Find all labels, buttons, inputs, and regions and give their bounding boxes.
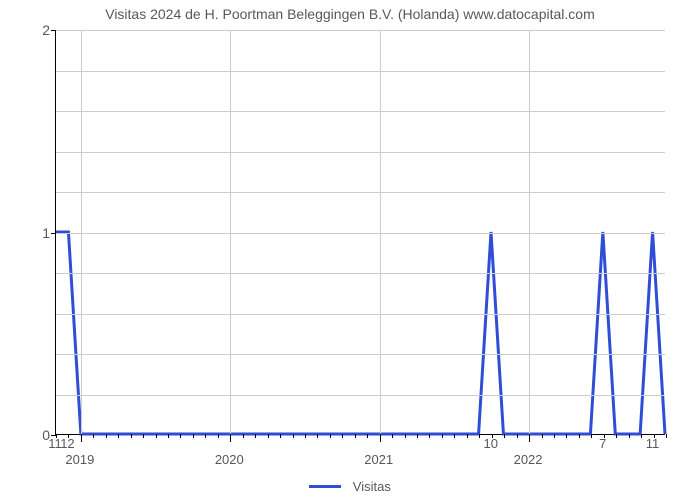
x-tick-minor (542, 434, 543, 438)
x-year-label: 2020 (215, 452, 244, 467)
x-tick-minor (230, 434, 231, 438)
y-axis-label: 0 (10, 427, 50, 443)
x-tick-minor (106, 434, 107, 438)
v-gridline (380, 30, 381, 434)
x-tick-minor (442, 434, 443, 438)
x-tick-minor (118, 434, 119, 438)
x-tick-minor (616, 434, 617, 438)
x-point-label: 11 (646, 436, 660, 451)
x-tick-minor (429, 434, 430, 438)
x-tick-minor (81, 434, 82, 438)
x-tick-minor (205, 434, 206, 438)
x-tick-minor (243, 434, 244, 438)
x-tick-minor (367, 434, 368, 438)
chart-container: Visitas 2024 de H. Poortman Beleggingen … (0, 0, 700, 500)
x-tick-minor (380, 434, 381, 438)
x-tick-minor (255, 434, 256, 438)
plot-area (55, 30, 665, 435)
y-axis-label: 1 (10, 225, 50, 241)
v-gridline (230, 30, 231, 434)
x-tick-minor (566, 434, 567, 438)
x-tick-minor (168, 434, 169, 438)
x-tick-minor (392, 434, 393, 438)
x-point-label: 12 (60, 436, 74, 451)
x-tick-minor (317, 434, 318, 438)
x-tick-minor (454, 434, 455, 438)
x-tick-minor (131, 434, 132, 438)
x-tick-minor (517, 434, 518, 438)
x-year-label: 2019 (65, 452, 94, 467)
x-tick-minor (467, 434, 468, 438)
x-tick-minor (342, 434, 343, 438)
h-gridline-minor (56, 395, 665, 396)
h-gridline (56, 30, 665, 31)
legend-label: Visitas (353, 479, 391, 494)
x-tick-minor (504, 434, 505, 438)
legend: Visitas (0, 478, 700, 494)
x-tick-minor (417, 434, 418, 438)
x-tick-minor (554, 434, 555, 438)
x-tick-minor (529, 434, 530, 438)
h-gridline-minor (56, 152, 665, 153)
x-point-label: 10 (483, 436, 497, 451)
x-year-label: 2021 (364, 452, 393, 467)
x-year-label: 2022 (514, 452, 543, 467)
visitas-line (56, 232, 665, 434)
x-tick-minor (93, 434, 94, 438)
legend-swatch (309, 485, 341, 488)
x-tick-minor (330, 434, 331, 438)
h-gridline-minor (56, 111, 665, 112)
x-tick-minor (305, 434, 306, 438)
x-tick-minor (579, 434, 580, 438)
x-tick-minor (479, 434, 480, 438)
h-gridline-minor (56, 354, 665, 355)
v-gridline (81, 30, 82, 434)
x-tick-minor (355, 434, 356, 438)
x-tick-minor (629, 434, 630, 438)
x-tick-minor (666, 434, 667, 438)
y-axis-label: 2 (10, 22, 50, 38)
x-tick-minor (143, 434, 144, 438)
h-gridline-minor (56, 273, 665, 274)
x-tick-minor (641, 434, 642, 438)
h-gridline-minor (56, 71, 665, 72)
x-tick-minor (156, 434, 157, 438)
chart-title: Visitas 2024 de H. Poortman Beleggingen … (0, 6, 700, 22)
x-tick-minor (193, 434, 194, 438)
x-tick-minor (280, 434, 281, 438)
x-tick-minor (180, 434, 181, 438)
x-tick-minor (405, 434, 406, 438)
x-point-label: 7 (599, 436, 606, 451)
h-gridline-minor (56, 192, 665, 193)
v-gridline (529, 30, 530, 434)
h-gridline (56, 233, 665, 234)
x-tick-minor (268, 434, 269, 438)
x-tick-minor (218, 434, 219, 438)
h-gridline-minor (56, 314, 665, 315)
x-tick-minor (591, 434, 592, 438)
x-tick-minor (293, 434, 294, 438)
